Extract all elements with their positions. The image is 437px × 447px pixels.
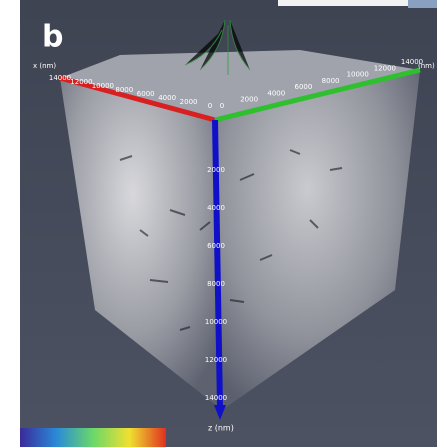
y-tick-label: 12000 bbox=[374, 64, 396, 72]
z-tick-label: 8000 bbox=[207, 280, 225, 288]
y-tick-label: 14000 bbox=[401, 58, 423, 66]
z-tick-label: 4000 bbox=[207, 204, 225, 212]
colorbar bbox=[20, 428, 166, 447]
z-tick-label: 2000 bbox=[207, 166, 225, 174]
z-tick-label: 14000 bbox=[205, 394, 227, 402]
panel-label: b bbox=[42, 20, 63, 55]
x-tick-label: 6000 bbox=[137, 90, 155, 98]
y-tick-label: 6000 bbox=[295, 83, 313, 91]
z-tick-label: 10000 bbox=[205, 318, 227, 326]
x-tick-label: 2000 bbox=[180, 98, 198, 106]
z-tick-label: 12000 bbox=[205, 356, 227, 364]
y-tick-label: 10000 bbox=[347, 71, 369, 79]
x-tick-label: 0 bbox=[208, 102, 212, 110]
top-strip bbox=[408, 0, 437, 8]
x-tick-label: 14000 bbox=[49, 74, 71, 82]
top-strip bbox=[278, 0, 408, 6]
x-tick-label: 4000 bbox=[158, 94, 176, 102]
z-tick-label: 6000 bbox=[207, 242, 225, 250]
x-axis-label: x (nm) bbox=[33, 62, 56, 70]
x-tick-label: 8000 bbox=[115, 86, 133, 94]
x-tick-label: 10000 bbox=[92, 82, 114, 90]
y-tick-label: 4000 bbox=[267, 89, 285, 97]
figure: b x (nm) (nm) z (nm) 1400012000100008000… bbox=[0, 0, 437, 447]
x-tick-label: 12000 bbox=[70, 78, 92, 86]
y-tick-label: 0 bbox=[220, 102, 224, 110]
y-tick-label: 8000 bbox=[322, 77, 340, 85]
y-tick-label: 2000 bbox=[240, 96, 258, 104]
z-axis-label: z (nm) bbox=[208, 424, 234, 433]
